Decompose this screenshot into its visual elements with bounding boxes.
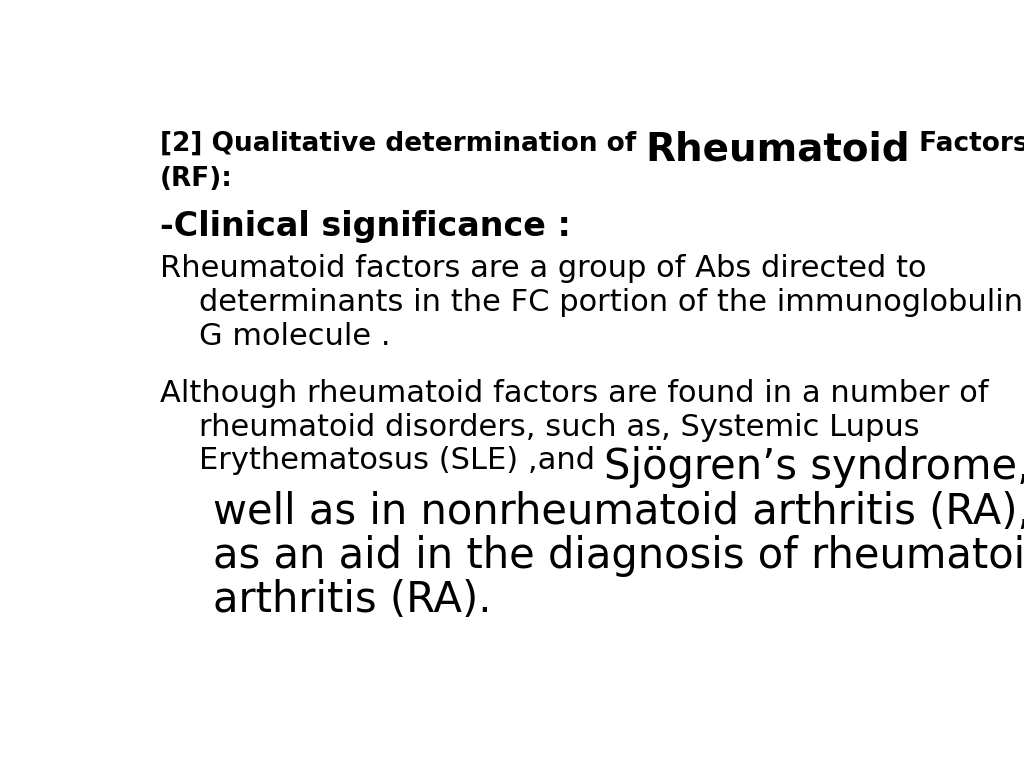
Text: (RF):: (RF):	[160, 166, 232, 192]
Text: Although rheumatoid factors are found in a number of: Although rheumatoid factors are found in…	[160, 379, 988, 408]
Text: as an aid in the diagnosis of rheumatoid: as an aid in the diagnosis of rheumatoid	[160, 535, 1024, 577]
Text: arthritis (RA).: arthritis (RA).	[160, 579, 492, 621]
Text: Rheumatoid: Rheumatoid	[645, 131, 909, 169]
Text: G molecule .: G molecule .	[160, 322, 390, 351]
Text: Factors: Factors	[909, 131, 1024, 157]
Text: determinants in the FC portion of the immunoglobulin: determinants in the FC portion of the im…	[160, 288, 1023, 317]
Text: -Clinical significance :: -Clinical significance :	[160, 210, 570, 243]
Text: well as in nonrheumatoid arthritis (RA), utility: well as in nonrheumatoid arthritis (RA),…	[160, 491, 1024, 533]
Text: Sjögren’s syndrome, as: Sjögren’s syndrome, as	[604, 446, 1024, 488]
Text: [2] Qualitative determination of: [2] Qualitative determination of	[160, 131, 645, 157]
Text: rheumatoid disorders, such as, Systemic Lupus: rheumatoid disorders, such as, Systemic …	[160, 412, 920, 442]
Text: Rheumatoid factors are a group of Abs directed to: Rheumatoid factors are a group of Abs di…	[160, 254, 927, 283]
Text: Erythematosus (SLE) ,and: Erythematosus (SLE) ,and	[160, 446, 604, 475]
